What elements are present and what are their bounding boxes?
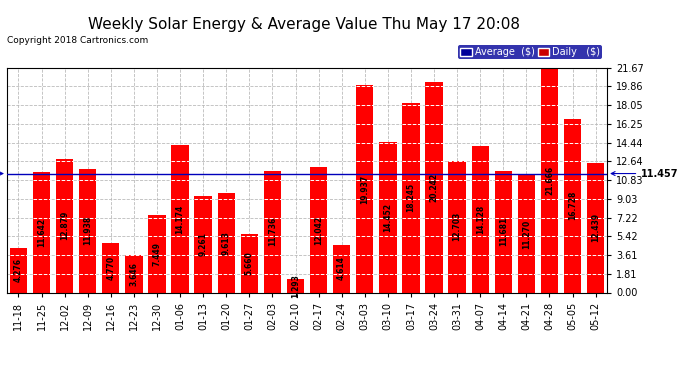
Text: 11.642: 11.642	[37, 217, 46, 247]
Text: 1.293: 1.293	[291, 274, 300, 298]
Bar	[79, 168, 97, 292]
Text: 5.660: 5.660	[245, 251, 254, 275]
Text: 16.728: 16.728	[568, 191, 577, 220]
Text: 9.613: 9.613	[221, 231, 230, 255]
Text: 11.457: 11.457	[611, 168, 679, 178]
Bar	[380, 142, 397, 292]
Bar	[217, 193, 235, 292]
Bar	[356, 86, 373, 292]
Bar	[56, 159, 73, 292]
Text: 14.452: 14.452	[384, 203, 393, 232]
Text: 3.646: 3.646	[130, 262, 139, 285]
Text: 14.174: 14.174	[175, 204, 184, 234]
Text: 11.270: 11.270	[522, 219, 531, 249]
Bar	[518, 176, 535, 292]
Bar	[148, 215, 166, 292]
Bar	[171, 146, 189, 292]
Bar	[471, 146, 489, 292]
Text: Weekly Solar Energy & Average Value Thu May 17 20:08: Weekly Solar Energy & Average Value Thu …	[88, 17, 520, 32]
Text: 12.879: 12.879	[60, 211, 69, 240]
Bar	[564, 119, 581, 292]
Bar	[587, 164, 604, 292]
Text: 4.614: 4.614	[337, 256, 346, 280]
Text: 11.736: 11.736	[268, 217, 277, 246]
Text: 11.938: 11.938	[83, 216, 92, 245]
Bar	[241, 234, 258, 292]
Text: 4.770: 4.770	[106, 256, 115, 280]
Text: 9.261: 9.261	[199, 232, 208, 256]
Bar	[287, 279, 304, 292]
Bar	[310, 168, 327, 292]
Bar	[402, 103, 420, 292]
Bar	[448, 160, 466, 292]
Text: 4.276: 4.276	[14, 258, 23, 282]
Text: 7.449: 7.449	[152, 242, 161, 266]
Text: 19.937: 19.937	[360, 174, 369, 204]
Bar	[264, 171, 281, 292]
Bar	[10, 248, 27, 292]
Text: 14.128: 14.128	[475, 204, 484, 234]
Text: 12.703: 12.703	[453, 212, 462, 241]
Text: Copyright 2018 Cartronics.com: Copyright 2018 Cartronics.com	[7, 36, 148, 45]
Bar	[102, 243, 119, 292]
Bar	[195, 196, 212, 292]
Text: 12.439: 12.439	[591, 213, 600, 243]
Legend: Average  ($), Daily   ($): Average ($), Daily ($)	[458, 45, 602, 59]
Text: 18.245: 18.245	[406, 183, 415, 212]
Bar	[541, 68, 558, 292]
Text: 11.681: 11.681	[499, 217, 508, 246]
Text: 21.666: 21.666	[545, 165, 554, 195]
Bar	[333, 244, 351, 292]
Bar	[495, 171, 512, 292]
Bar	[425, 82, 443, 292]
Text: 20.242: 20.242	[430, 173, 439, 202]
Text: 12.042: 12.042	[314, 215, 323, 244]
Bar	[33, 172, 50, 292]
Bar	[125, 255, 143, 292]
Text: 11.457: 11.457	[0, 168, 3, 178]
